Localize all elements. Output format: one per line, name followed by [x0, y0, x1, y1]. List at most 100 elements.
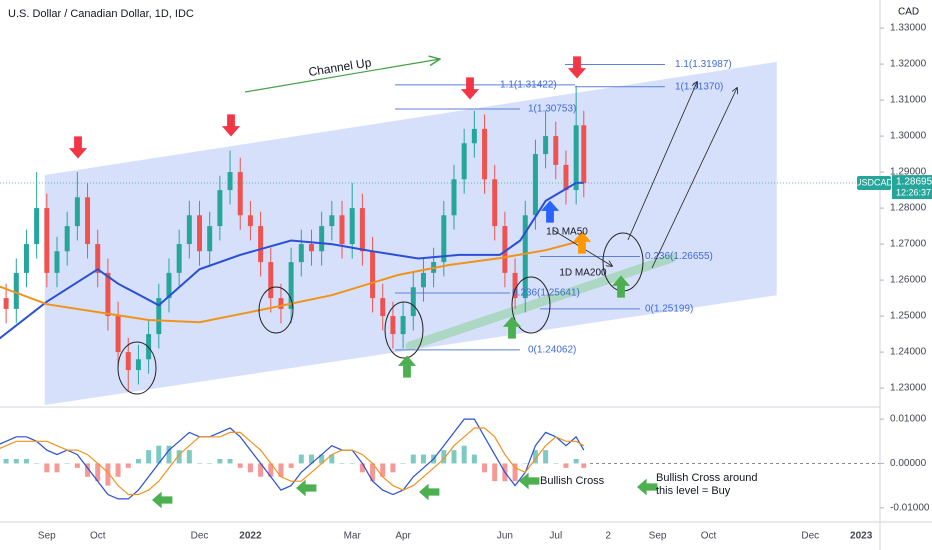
histogram-bar	[359, 463, 365, 473]
candle-body	[288, 262, 294, 309]
ma50-label: 1D MA50	[546, 227, 588, 238]
candle-body	[339, 215, 345, 245]
fib-label: 1.1(1.31422)	[500, 80, 557, 91]
histogram-bar	[512, 463, 518, 482]
circle	[258, 286, 294, 334]
x-tick-label: Jun	[497, 531, 513, 542]
histogram-bar	[319, 454, 325, 464]
cross-arrow	[419, 483, 440, 501]
candle-body	[563, 164, 569, 191]
histogram-bar	[420, 454, 426, 464]
x-tick-label: Mar	[344, 531, 362, 542]
histogram-bar	[390, 463, 396, 473]
candle-body	[380, 298, 386, 317]
fib-label: 1(1.31370)	[675, 81, 723, 92]
y-tick-label: 0.01000	[890, 414, 927, 425]
candle-body	[329, 215, 335, 227]
candle-body	[522, 215, 528, 299]
fib-layer: 1.1(1.31987) 1.1(1.31422) 1(1.31370) 1(1.30…	[0, 59, 880, 464]
y-tick-label: 1.26000	[890, 275, 927, 286]
axis-unit: CAD	[898, 7, 919, 18]
candle-body	[105, 272, 111, 317]
histogram-bar	[135, 459, 141, 464]
y-tick-label: -0.01000	[890, 502, 930, 513]
chart-title: U.S. Dollar / Canadian Dollar, 1D, IDC	[8, 8, 194, 20]
y-tick-label: 0.00000	[890, 458, 927, 469]
fib-label: 0(1.25199)	[645, 304, 693, 315]
x-tick-label: Dec	[191, 531, 209, 542]
candle-body	[298, 244, 304, 263]
histogram-bar	[563, 463, 569, 468]
fib-label: 0.236(1.25641)	[512, 288, 580, 299]
candle-body	[532, 154, 538, 216]
candle-body	[502, 226, 508, 273]
channel	[44, 61, 777, 406]
candle-body	[349, 208, 355, 245]
histogram-bar	[522, 463, 528, 464]
circle	[117, 341, 157, 395]
x-tick-label: Dec	[801, 531, 819, 542]
histogram-bar	[197, 463, 203, 464]
candle-body	[461, 143, 467, 180]
histogram-bar	[461, 445, 467, 464]
candle-body	[197, 215, 203, 252]
candle-body	[227, 172, 233, 191]
channel-layer	[44, 61, 777, 406]
countdown: 12:26:37	[896, 187, 931, 197]
histogram-bar	[85, 463, 91, 477]
histogram-bar	[532, 450, 538, 464]
histogram-bar	[298, 454, 304, 464]
sell-arrow	[567, 56, 587, 79]
buy-label: this level = Buy	[656, 485, 731, 497]
support-band	[405, 253, 677, 351]
cross-arrow	[152, 491, 173, 509]
candle-body	[85, 197, 91, 245]
histogram-bar	[166, 445, 172, 464]
histogram-bar	[3, 459, 9, 464]
moving-average	[0, 239, 585, 324]
histogram-bar	[227, 459, 233, 464]
candle-body	[512, 272, 518, 299]
candle-body	[186, 215, 192, 245]
candle-body	[410, 287, 416, 317]
axis-layer: 1.23000 1.24000 1.25000 1.26000 1.27000 1.280…	[38, 23, 932, 542]
circle	[384, 301, 424, 359]
histogram-bar	[207, 463, 213, 464]
marks-layer	[0, 85, 587, 500]
y-tick-label: 1.30000	[890, 131, 927, 142]
price-tag	[892, 175, 932, 200]
histogram-bar	[492, 463, 498, 482]
histogram-bar	[95, 463, 101, 482]
candle-body	[359, 208, 365, 252]
x-tick-label: Oct	[90, 531, 106, 542]
cross-arrow	[519, 472, 540, 490]
candle-body	[115, 316, 121, 353]
histogram-bar	[44, 463, 50, 473]
sell-arrow	[221, 114, 241, 137]
histogram-bar	[34, 463, 40, 464]
candle-body	[23, 244, 29, 273]
buy-arrow	[611, 275, 631, 298]
histogram-bar	[308, 454, 314, 464]
histogram-bar	[543, 450, 549, 464]
candle-body	[492, 179, 498, 227]
candle-body	[482, 128, 488, 180]
circle	[511, 276, 551, 334]
y-tick-label: 1.28000	[890, 203, 927, 214]
candle-body	[400, 316, 406, 335]
candle-body	[573, 125, 579, 191]
histogram-bar	[471, 454, 477, 464]
histogram-bar	[13, 459, 19, 464]
ma50-arrow	[540, 200, 560, 223]
histogram-bar	[247, 463, 253, 473]
candle-body	[258, 226, 264, 263]
y-tick-label: 1.32000	[890, 59, 927, 70]
y-tick-label: 1.25000	[890, 311, 927, 322]
candle-body	[217, 190, 223, 227]
histogram-bar	[451, 450, 457, 464]
histogram-bar	[217, 459, 223, 464]
symbol-tag	[857, 176, 891, 191]
projection-arrow	[651, 88, 737, 269]
projection-arrow	[627, 82, 697, 241]
